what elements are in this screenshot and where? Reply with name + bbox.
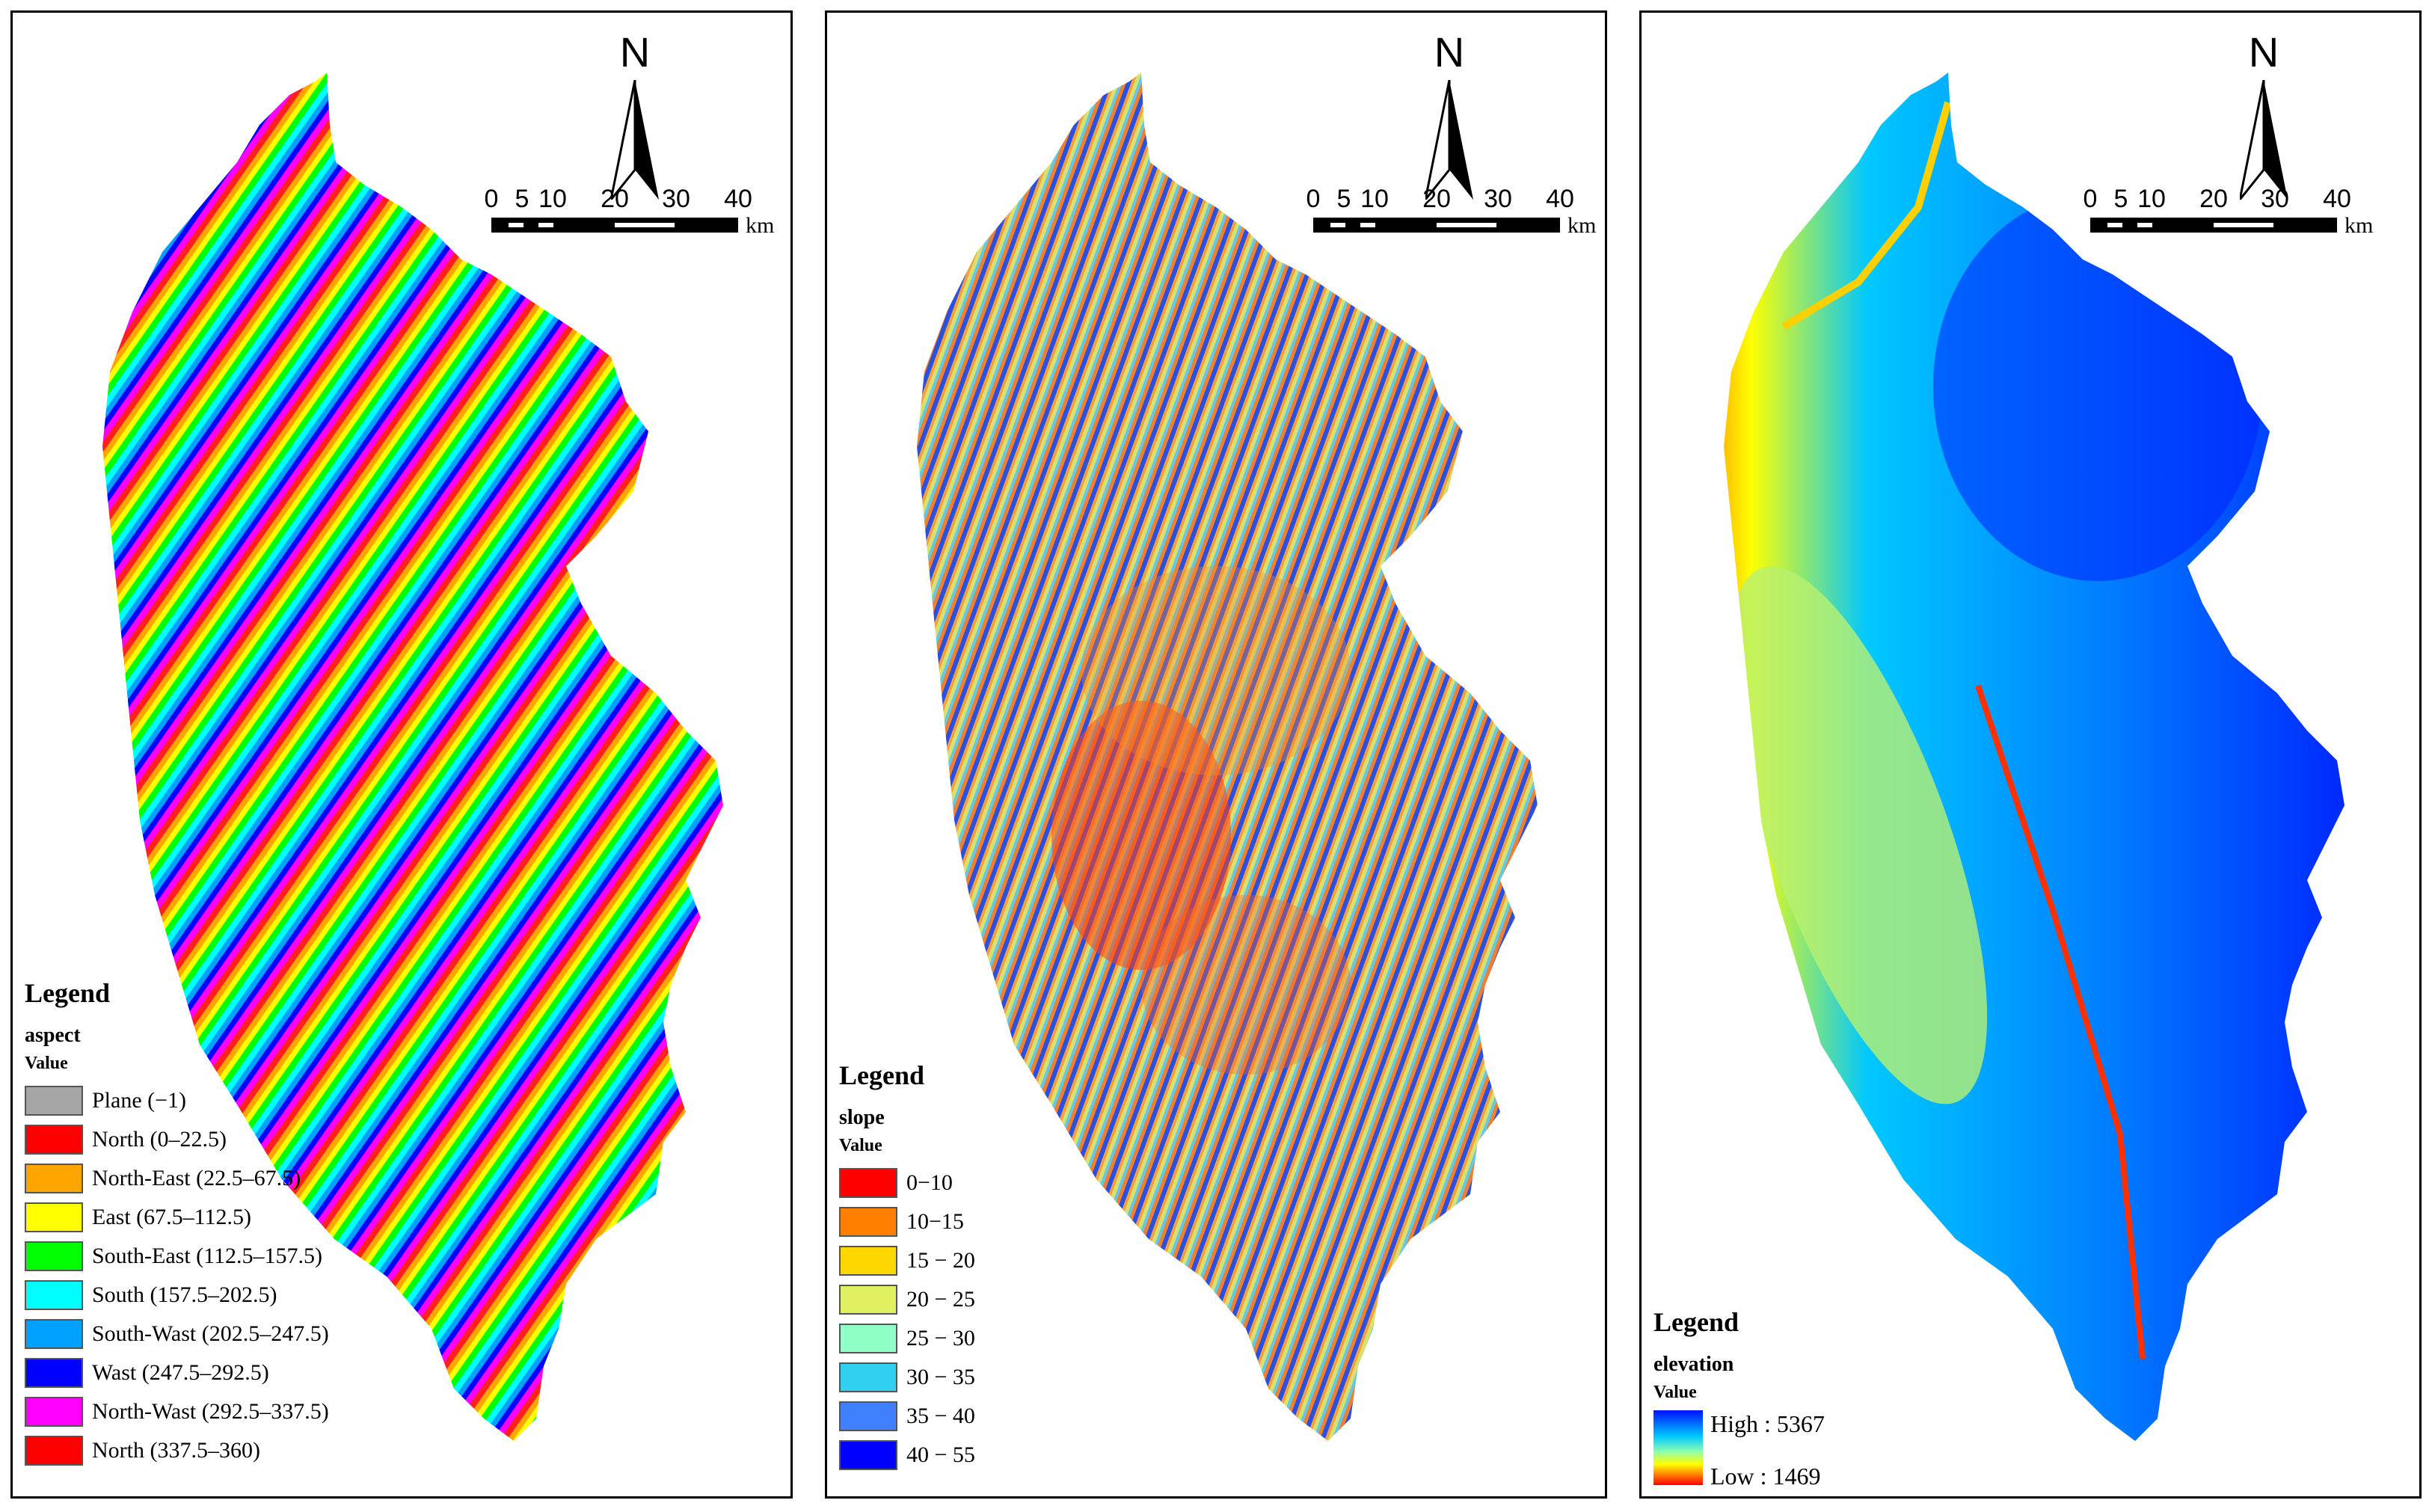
north-arrow-icon: N xyxy=(1397,28,1502,200)
legend-item: East (67.5–112.5) xyxy=(25,1198,329,1237)
elevation-low-label: Low : 1469 xyxy=(1710,1463,1821,1490)
legend-item: 20 − 25 xyxy=(839,1280,975,1319)
legend-item: 40 − 55 xyxy=(839,1436,975,1475)
legend-item: North (0–22.5) xyxy=(25,1120,329,1159)
slope-legend: Legend slope Value 0−10 10−15 15 − 20 20… xyxy=(839,1060,975,1475)
north-arrow-icon: N xyxy=(2211,28,2316,200)
legend-item: 15 − 20 xyxy=(839,1241,975,1280)
aspect-legend: Legend aspect Value Plane (−1) North (0–… xyxy=(25,977,329,1470)
legend-item: 30 − 35 xyxy=(839,1358,975,1397)
legend-item: 35 − 40 xyxy=(839,1397,975,1436)
legend-item: South-East (112.5–157.5) xyxy=(25,1237,329,1276)
aspect-map-panel: N 0 5 10 20 30 40 km Legend aspect Value… xyxy=(10,10,793,1499)
legend-item: South-Wast (202.5–247.5) xyxy=(25,1315,329,1353)
scale-bar: 0 5 10 20 30 40 km xyxy=(1306,185,1597,238)
legend-item: 0−10 xyxy=(839,1164,975,1202)
elevation-color-ramp xyxy=(1653,1410,1703,1485)
scale-bar: 0 5 10 20 30 40 km xyxy=(484,185,775,238)
legend-item: 10−15 xyxy=(839,1202,975,1241)
elevation-legend: Legend elevation Value High : 5367 Low :… xyxy=(1653,1307,1825,1490)
elevation-high-label: High : 5367 xyxy=(1710,1410,1825,1437)
legend-item: South (157.5–202.5) xyxy=(25,1276,329,1315)
legend-item: Wast (247.5–292.5) xyxy=(25,1353,329,1392)
legend-item: North (337.5–360) xyxy=(25,1431,329,1470)
north-arrow-icon: N xyxy=(583,28,687,200)
legend-item: Plane (−1) xyxy=(25,1081,329,1120)
legend-item: North-Wast (292.5–337.5) xyxy=(25,1392,329,1431)
aspect-raster xyxy=(102,73,723,1441)
legend-item: North-East (22.5–67.5) xyxy=(25,1159,329,1198)
slope-map-panel: N 0 5 10 20 30 40 km Legend slope Value … xyxy=(825,10,1607,1499)
elevation-map-panel: N 0 5 10 20 30 40 km Legend elevation Va… xyxy=(1639,10,2422,1499)
slope-raster xyxy=(917,73,1538,1441)
elevation-raster xyxy=(1724,73,2345,1441)
scale-bar: 0 5 10 20 30 40 km xyxy=(2083,185,2374,238)
legend-item: 25 − 30 xyxy=(839,1319,975,1358)
